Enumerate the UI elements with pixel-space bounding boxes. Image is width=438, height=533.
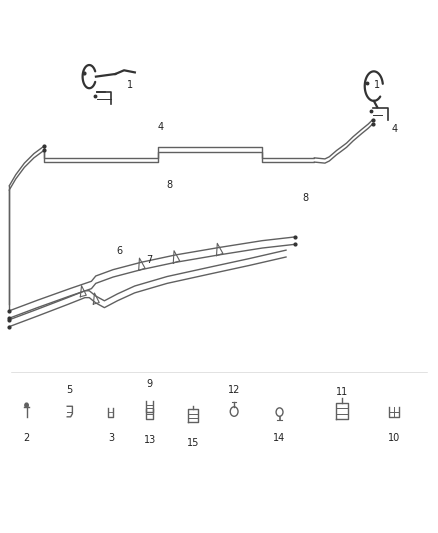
Text: 4: 4 xyxy=(158,122,164,132)
Circle shape xyxy=(25,403,28,407)
Text: 1: 1 xyxy=(127,79,134,90)
Text: 2: 2 xyxy=(24,433,30,442)
Text: 5: 5 xyxy=(67,385,73,394)
Text: 11: 11 xyxy=(336,387,348,397)
Text: 1: 1 xyxy=(374,79,380,90)
Text: 4: 4 xyxy=(391,124,397,134)
Text: 7: 7 xyxy=(147,255,153,265)
Text: 8: 8 xyxy=(302,193,308,203)
Text: 6: 6 xyxy=(117,246,123,256)
Text: 13: 13 xyxy=(144,435,156,445)
Text: 3: 3 xyxy=(108,433,114,442)
Text: 14: 14 xyxy=(273,433,286,442)
Text: 9: 9 xyxy=(147,379,153,390)
Text: 10: 10 xyxy=(388,433,400,442)
Text: 15: 15 xyxy=(187,438,199,448)
Text: 12: 12 xyxy=(228,385,240,394)
Text: 8: 8 xyxy=(166,180,172,190)
